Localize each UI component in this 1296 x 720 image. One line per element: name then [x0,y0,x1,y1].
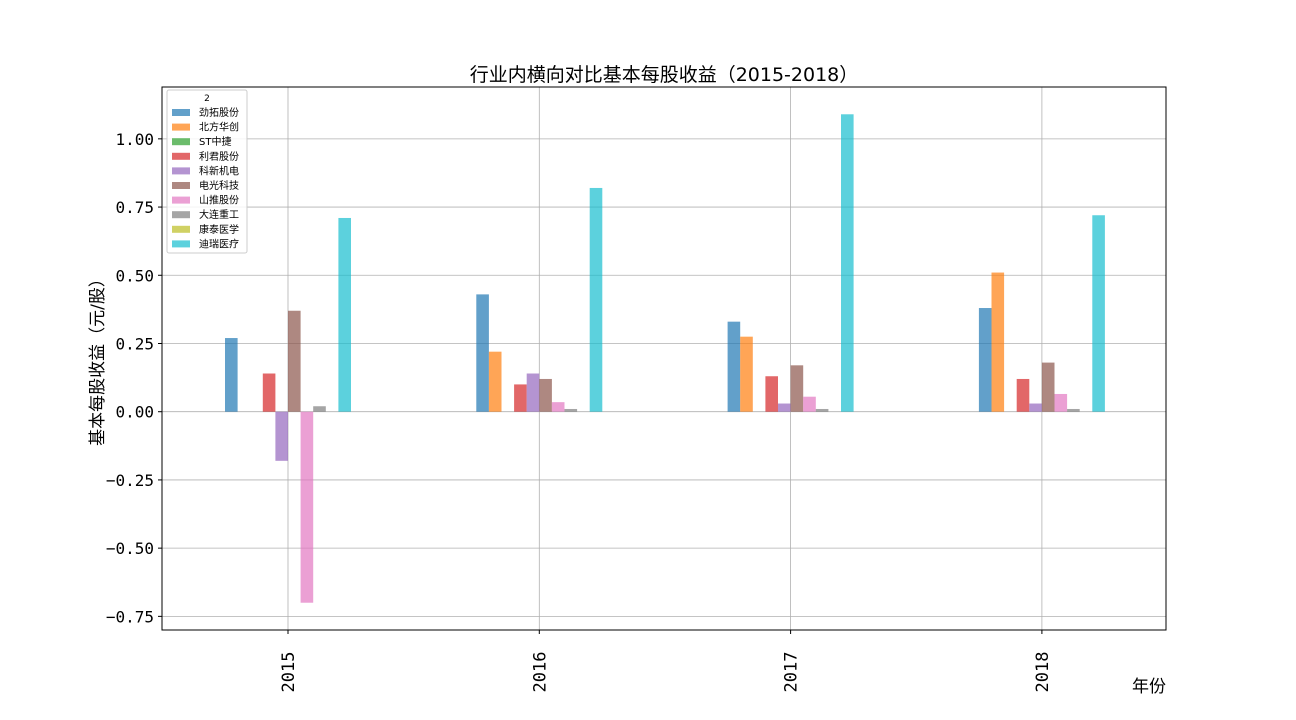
bar-2016-5 [539,378,552,412]
bar-2016-0 [476,294,489,412]
legend-swatch [172,109,190,116]
legend-swatch [172,167,190,175]
bar-2018-0 [978,308,992,412]
bar-2015-3 [262,373,276,412]
bar-2015-4 [275,411,288,461]
bar-2017-6 [803,396,816,412]
legend-swatch [172,196,190,204]
legend-swatch [172,225,190,233]
legend-entry: 大连重工 [199,208,239,221]
legend-entry: 利君股份 [199,151,239,163]
bar-2018-4 [1029,403,1042,412]
legend-entry: 北方华创 [199,121,239,134]
legend: 2 劲拓股份北方华创ST中捷利君股份科新机电电光科技山推股份大连重工康泰医学迪瑞… [166,89,248,254]
legend-swatch [172,123,190,131]
bar-2016-4 [526,373,540,412]
legend-swatch [172,138,190,146]
y-tick-label: 1.00 [115,130,154,149]
legend-entry: ST中捷 [199,135,231,148]
bar-2017-0 [727,321,741,412]
bar-2017-3 [765,376,778,412]
y-tick-label: −0.25 [106,471,154,490]
legend-entry: 电光科技 [199,179,239,192]
legend-entry: 迪瑞医疗 [199,237,239,250]
bar-2015-7 [313,406,326,412]
bar-2018-9 [1092,215,1105,412]
chart-title: 行业内横向对比基本每股收益（2015-2018） [470,64,859,86]
x-tick-label: 2016 [530,652,550,693]
bars [225,114,1105,603]
x-tick-label: 2015 [279,652,299,693]
legend-swatch [172,240,190,248]
bar-2017-1 [740,336,753,412]
x-tick-label: 2017 [782,652,802,693]
bar-2017-9 [841,114,854,412]
bar-2015-0 [225,338,238,412]
plot-area [161,86,1167,631]
legend-entry: 康泰医学 [199,223,239,236]
bar-2017-7 [815,408,829,412]
bar-2015-6 [300,411,314,603]
bar-2017-4 [778,403,791,412]
bar-2016-9 [589,187,603,412]
legend-swatch [172,211,190,219]
y-tick-label: 0.75 [115,198,154,217]
bar-2018-6 [1054,393,1068,412]
bar-2018-1 [991,272,1005,412]
bar-2015-5 [288,310,301,412]
grid-lines [162,87,1166,630]
legend-swatch [172,182,190,189]
legend-title: 2 [204,94,210,104]
bar-2018-5 [1041,362,1055,412]
y-tick-label: −0.75 [106,607,154,626]
y-tick-label: 0.25 [115,334,154,353]
bar-2016-6 [551,402,565,412]
y-tick-label: −0.50 [106,539,154,558]
bar-2016-3 [514,384,527,412]
bar-2016-7 [564,408,578,412]
bar-2016-1 [488,351,502,412]
x-tick-label: 2018 [1033,652,1053,693]
axis-ticks: −0.75 −0.50 −0.25 0.00 0.25 0.50 0.75 1.00 2015 2… [106,130,1053,693]
legend-entry: 劲拓股份 [199,107,239,119]
bar-2018-7 [1067,408,1080,412]
y-tick-label: 0.50 [115,266,154,285]
legend-swatch [172,152,190,160]
bar-2017-5 [790,365,804,412]
bar-2015-9 [338,217,351,412]
legend-entry: 科新机电 [199,164,239,177]
bar-2018-3 [1016,378,1030,412]
y-tick-label: 0.00 [115,403,154,422]
x-axis-label: 年份 [1132,677,1166,697]
legend-entry: 山推股份 [199,194,239,207]
y-axis-label: 基本每股收益（元/股） [88,270,108,446]
